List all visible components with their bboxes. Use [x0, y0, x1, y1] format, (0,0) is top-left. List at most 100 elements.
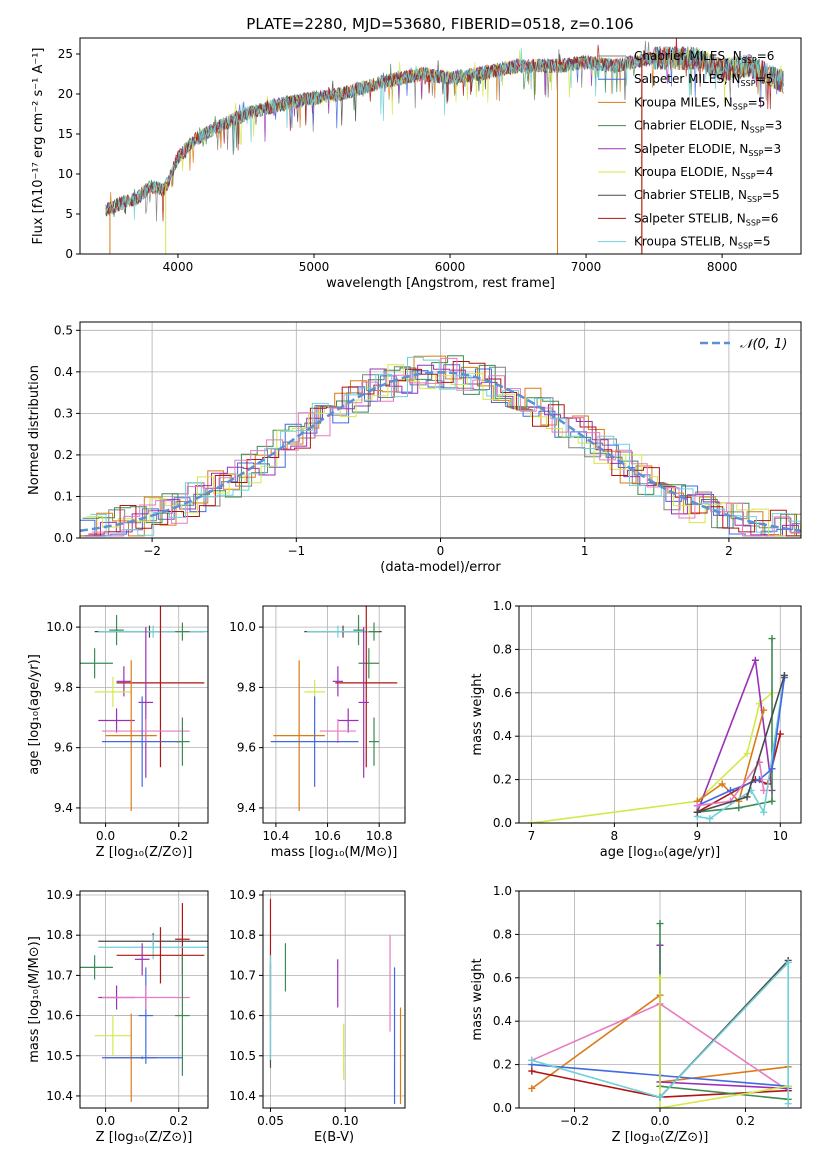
- weight-marker: [528, 1084, 536, 1092]
- legend-label-sub: SSP: [738, 242, 753, 251]
- legend-label-end: =5: [762, 188, 780, 202]
- axes-frame: [79, 37, 802, 255]
- histogram-series: [86, 364, 801, 537]
- legend-entry: Salpeter ELODIE, NSSP=3: [634, 142, 781, 158]
- x-tick-label: 10.6: [314, 829, 341, 843]
- legend-label-main: Kroupa ELODIE, N: [634, 165, 741, 179]
- error-bar-point: [306, 625, 369, 638]
- legend-label-end: =6: [761, 211, 779, 225]
- y-tick-label: 9.8: [54, 680, 73, 694]
- weight-marker: [768, 797, 776, 805]
- legend-entry: Chabrier STELIB, NSSP=5: [634, 188, 780, 204]
- y-tick-label: 9.6: [237, 741, 256, 755]
- weight-marker: [527, 819, 535, 823]
- legend-label-end: =6: [757, 49, 775, 63]
- legend-label-sub: SSP: [750, 126, 765, 135]
- legend-label-main: Salpeter STELIB, N: [634, 211, 746, 225]
- y-tick-label: 10.5: [229, 1049, 256, 1063]
- legend-entry: Chabrier MILES, NSSP=6: [634, 49, 774, 65]
- panel-age_vs_mass: 10.4 10.6 10.8 9.4 9.6 9.8 10.0 mass [log₁₀(M/M…: [229, 605, 406, 860]
- x-tick-label: −2: [143, 544, 161, 558]
- y-tick-label: 0.2: [54, 448, 73, 462]
- axes-frame: [79, 890, 209, 1109]
- histogram-series: [80, 366, 801, 537]
- legend-label-sub: SSP: [746, 218, 761, 227]
- legend-label-sub: SSP: [741, 79, 756, 88]
- y-tick-label: 0.4: [493, 1014, 512, 1028]
- weight-marker: [706, 815, 714, 823]
- y-tick-label: 10.8: [46, 928, 73, 942]
- y-tick-label: 0.4: [54, 365, 73, 379]
- x-tick-label: 0.2: [169, 829, 188, 843]
- y-tick-label: 0.0: [493, 1101, 512, 1115]
- y-tick-label: 0.1: [54, 489, 73, 503]
- legend-label-sub: SSP: [733, 102, 748, 111]
- legend-label-main: Salpeter ELODIE, N: [634, 142, 748, 156]
- error-bar-point: [101, 696, 183, 787]
- weight-marker: [768, 635, 776, 643]
- legend-label-sub: SSP: [747, 195, 762, 204]
- x-tick-label: 8: [611, 829, 619, 843]
- x-axis-label: (data-model)/error: [380, 560, 501, 575]
- error-bar-point: [94, 676, 132, 707]
- legend-entry: Kroupa STELIB, NSSP=5: [634, 235, 771, 251]
- error-bar-point: [332, 666, 344, 697]
- y-tick-label: 10.8: [229, 928, 256, 942]
- weight-marker: [656, 920, 664, 928]
- panel-mass_weight_vs_age: 7 8 9 10 0.0 0.2 0.4 0.6 0.8 1.0 age [log₁₀(age/yr…: [470, 599, 802, 860]
- y-tick-label: 0.6: [493, 971, 512, 985]
- error-bar-point: [94, 1015, 132, 1056]
- error-bar-point: [138, 967, 154, 1064]
- y-axis-label: mass weight: [470, 958, 485, 1040]
- x-axis-label: mass [log₁₀(M/M⊙)]: [271, 845, 398, 860]
- legend-label-main: Kroupa STELIB, N: [634, 235, 738, 249]
- error-bar-point: [335, 606, 398, 768]
- x-tick-label: 7000: [571, 260, 602, 274]
- x-tick-label: 8000: [707, 260, 738, 274]
- legend-entry: 𝒩(0, 1): [740, 337, 787, 352]
- legend-label-end: =5: [753, 235, 771, 249]
- panel-age_vs_Z: 0.0 0.2 9.4 9.6 9.8 10.0 Z [log₁₀(Z/Z⊙)] age [l…: [27, 605, 209, 860]
- error-bar-point: [368, 717, 380, 766]
- x-tick-label: 6000: [435, 260, 466, 274]
- error-bar-point: [368, 622, 380, 641]
- legend-label-end: =5: [748, 95, 766, 109]
- panel-mass_vs_Z: 0.0 0.2 10.4 10.5 10.6 10.7 10.8 10.9 Z [log₁₀(Z…: [27, 888, 209, 1145]
- legend-entry: Chabrier ELODIE, NSSP=3: [634, 119, 782, 135]
- plot-area: [270, 606, 398, 811]
- error-bar-point: [98, 708, 135, 733]
- y-tick-label: 10.9: [46, 888, 73, 902]
- x-tick-label: 10: [773, 829, 788, 843]
- x-axis-label: age [log₁₀(age/yr)]: [600, 845, 721, 860]
- error-bar-point: [273, 660, 325, 811]
- x-tick-label: 0.2: [169, 1114, 188, 1128]
- weight-line: [659, 977, 789, 1108]
- y-axis-label: mass [log₁₀(M/M⊙)]: [27, 936, 42, 1063]
- plot-area: [528, 920, 792, 1108]
- error-bar-point: [175, 622, 190, 641]
- axes-frame: [262, 605, 406, 824]
- x-tick-label: 5000: [299, 260, 330, 274]
- x-axis-label: E(B-V): [314, 1130, 354, 1145]
- x-tick-label: −1: [287, 544, 305, 558]
- legend-label-main: Kroupa MILES, N: [634, 95, 733, 109]
- weight-marker: [760, 706, 768, 714]
- y-tick-label: 9.4: [237, 801, 256, 815]
- weight-marker: [528, 1056, 536, 1064]
- x-tick-label: 10.8: [366, 829, 393, 843]
- x-tick-label: −0.2: [560, 1114, 589, 1128]
- legend-label-sub: SSP: [741, 172, 756, 181]
- y-tick-label: 0.0: [54, 531, 73, 545]
- y-tick-label: 0.4: [493, 729, 512, 743]
- weight-marker: [784, 959, 792, 967]
- weight-marker: [768, 765, 776, 773]
- histogram-series: [80, 364, 801, 537]
- legend-entry: Kroupa ELODIE, NSSP=4: [634, 165, 773, 181]
- x-tick-label: 0.0: [96, 829, 115, 843]
- x-axis-label: Z [log₁₀(Z/Z⊙)]: [612, 1130, 709, 1145]
- x-tick-label: 2: [725, 544, 733, 558]
- y-tick-label: 0.2: [493, 1058, 512, 1072]
